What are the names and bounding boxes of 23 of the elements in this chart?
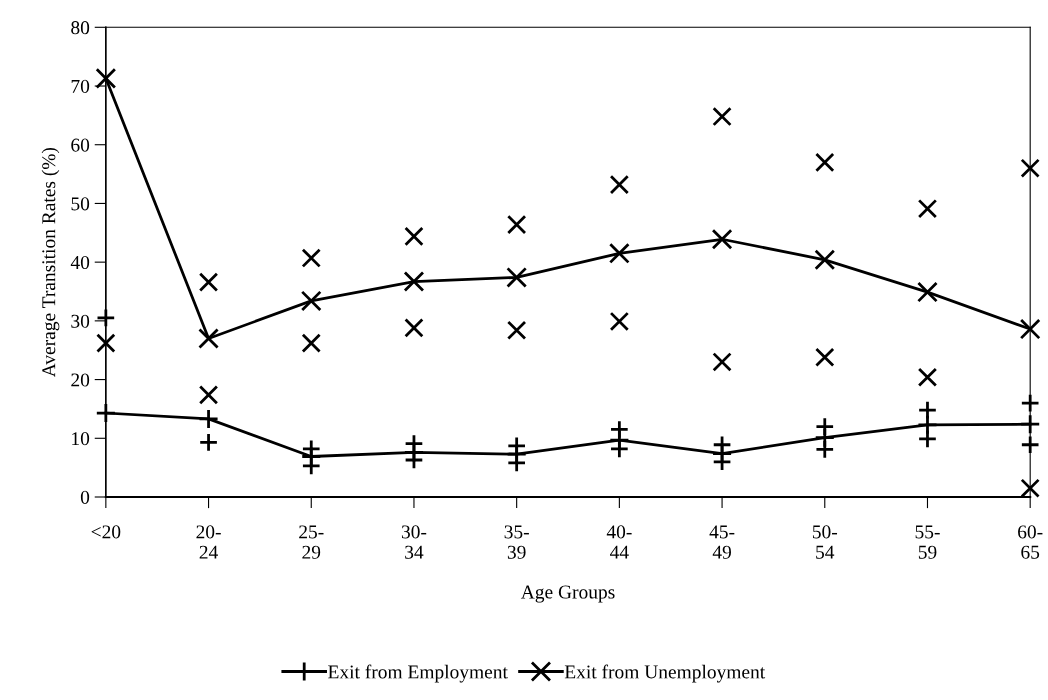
legend-label: Exit from Employment bbox=[328, 664, 508, 683]
x-tick-label: 35- 39 bbox=[504, 525, 529, 559]
x-tick-label: 30- 34 bbox=[401, 525, 427, 559]
x-tick-label: <20 bbox=[91, 525, 121, 539]
y-tick-label: 50 bbox=[71, 197, 90, 211]
y-tick-label: 10 bbox=[72, 432, 90, 446]
y-tick-label: 40 bbox=[70, 255, 90, 270]
y-tick-label: 70 bbox=[71, 79, 90, 93]
x-tick-label: 60- 65 bbox=[1018, 525, 1043, 559]
x-tick-label: 40- 44 bbox=[606, 525, 632, 559]
x-axis-title: Age Groups bbox=[520, 585, 615, 603]
y-axis-title: Average Transition Rates (%) bbox=[41, 147, 60, 378]
y-tick-label: 30 bbox=[71, 314, 90, 328]
x-tick-label: 45- 49 bbox=[709, 525, 735, 559]
y-tick-label: 60 bbox=[71, 138, 90, 152]
x-tick-label: 25- 29 bbox=[299, 525, 324, 559]
x-tick-label: 20- 24 bbox=[196, 525, 221, 559]
x-tick-label: 55- 59 bbox=[915, 525, 940, 559]
y-tick-label: 20 bbox=[71, 373, 90, 387]
y-tick-label: 80 bbox=[71, 21, 90, 35]
x-tick-label: 50- 54 bbox=[812, 525, 838, 559]
y-tick-label: 0 bbox=[80, 490, 90, 504]
legend-label: Exit from Unemployment bbox=[564, 664, 766, 683]
